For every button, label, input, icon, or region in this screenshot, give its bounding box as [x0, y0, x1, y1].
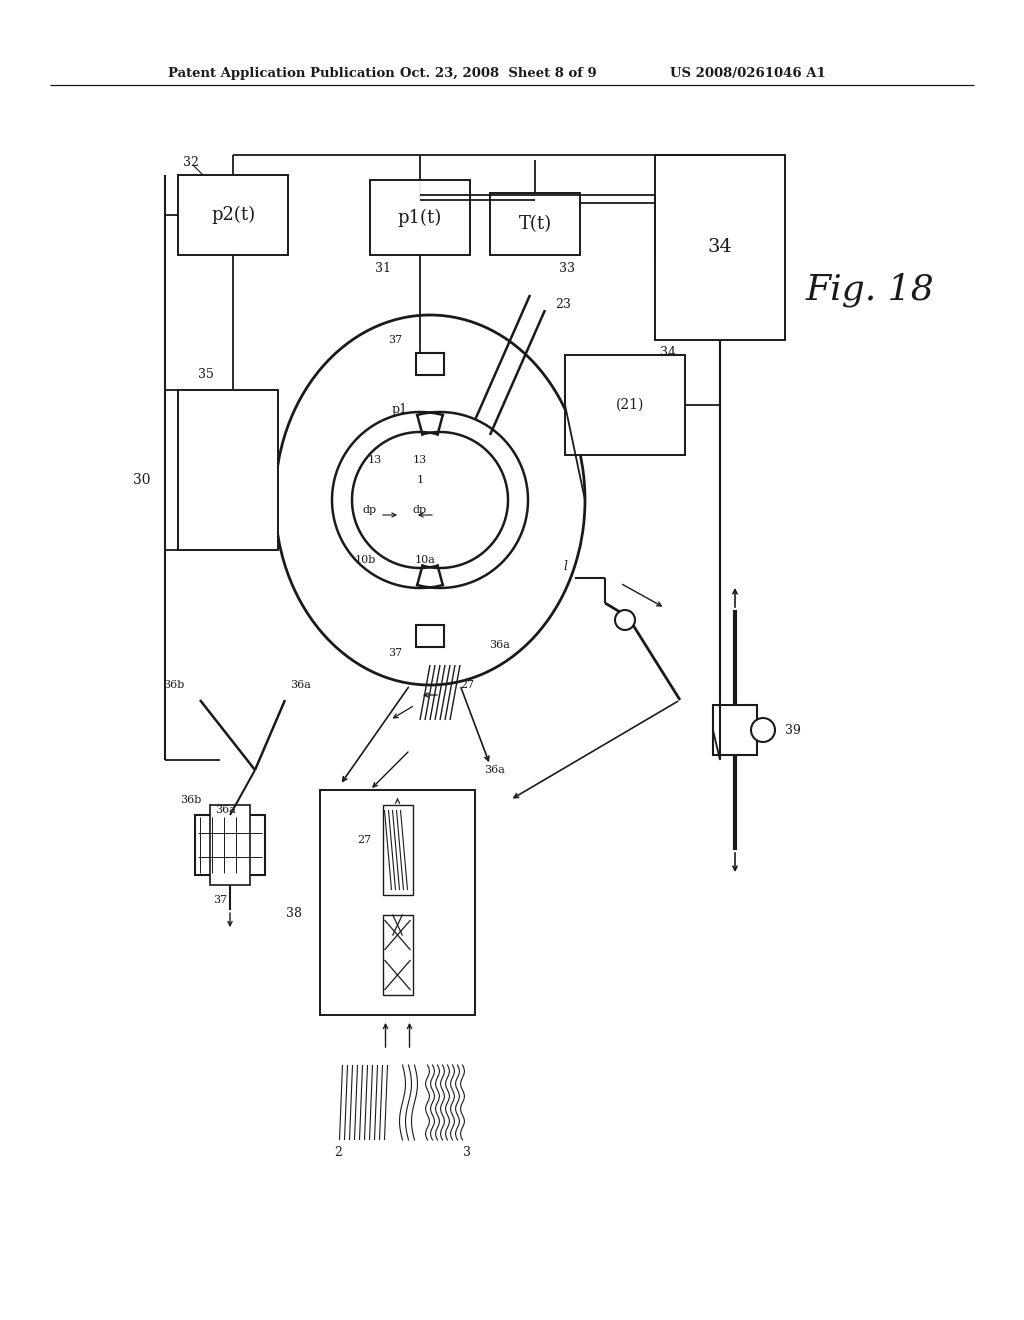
Text: 34: 34 [708, 239, 732, 256]
Text: dp: dp [362, 506, 377, 515]
Text: Oct. 23, 2008  Sheet 8 of 9: Oct. 23, 2008 Sheet 8 of 9 [400, 66, 597, 79]
Bar [383, 805, 413, 895]
Text: 33: 33 [559, 261, 575, 275]
Text: 37: 37 [388, 335, 402, 345]
Text: 36a: 36a [290, 680, 311, 690]
Text: 35: 35 [198, 368, 214, 381]
Text: T(t): T(t) [518, 215, 552, 234]
Bar [319, 789, 475, 1015]
Text: 36a: 36a [215, 805, 236, 814]
Text: 13: 13 [368, 455, 382, 465]
Text: 1: 1 [417, 475, 424, 484]
Bar [178, 176, 288, 255]
Bar [713, 705, 757, 755]
Text: 39: 39 [785, 723, 801, 737]
Text: p1: p1 [392, 404, 408, 417]
Text: US 2008/0261046 A1: US 2008/0261046 A1 [670, 66, 825, 79]
Text: 37: 37 [388, 648, 402, 657]
Text: (21): (21) [615, 399, 644, 412]
Text: 13: 13 [413, 455, 427, 465]
Bar [490, 193, 580, 255]
Text: 10b: 10b [354, 554, 376, 565]
Text: Patent Application Publication: Patent Application Publication [168, 66, 394, 79]
Bar [195, 814, 265, 875]
Bar [416, 352, 444, 375]
Text: 38: 38 [286, 907, 302, 920]
Text: p1(t): p1(t) [398, 209, 442, 227]
Text: p2(t): p2(t) [211, 206, 255, 224]
Circle shape [615, 610, 635, 630]
Text: 27: 27 [357, 836, 372, 845]
Text: 23: 23 [555, 298, 570, 312]
Text: 30: 30 [132, 473, 150, 487]
Bar [370, 180, 470, 255]
Text: 32: 32 [183, 156, 199, 169]
Bar [210, 805, 250, 884]
Circle shape [751, 718, 775, 742]
Bar [565, 355, 685, 455]
Text: 37: 37 [213, 895, 227, 906]
Bar [178, 389, 278, 550]
Bar [383, 915, 413, 995]
Text: 36a: 36a [489, 640, 510, 649]
Text: 2: 2 [335, 1146, 342, 1159]
Text: 31: 31 [375, 261, 391, 275]
Text: 3: 3 [464, 1146, 471, 1159]
Text: 27: 27 [460, 680, 474, 690]
Text: dp: dp [413, 506, 427, 515]
Text: 36a: 36a [484, 766, 506, 775]
Text: 36b: 36b [180, 795, 202, 805]
Bar [416, 624, 444, 647]
Text: l: l [563, 560, 567, 573]
Bar [655, 154, 785, 341]
Text: 36b: 36b [164, 680, 185, 690]
Text: 34: 34 [660, 346, 676, 359]
Text: 10a: 10a [415, 554, 435, 565]
Text: Fig. 18: Fig. 18 [806, 273, 934, 308]
